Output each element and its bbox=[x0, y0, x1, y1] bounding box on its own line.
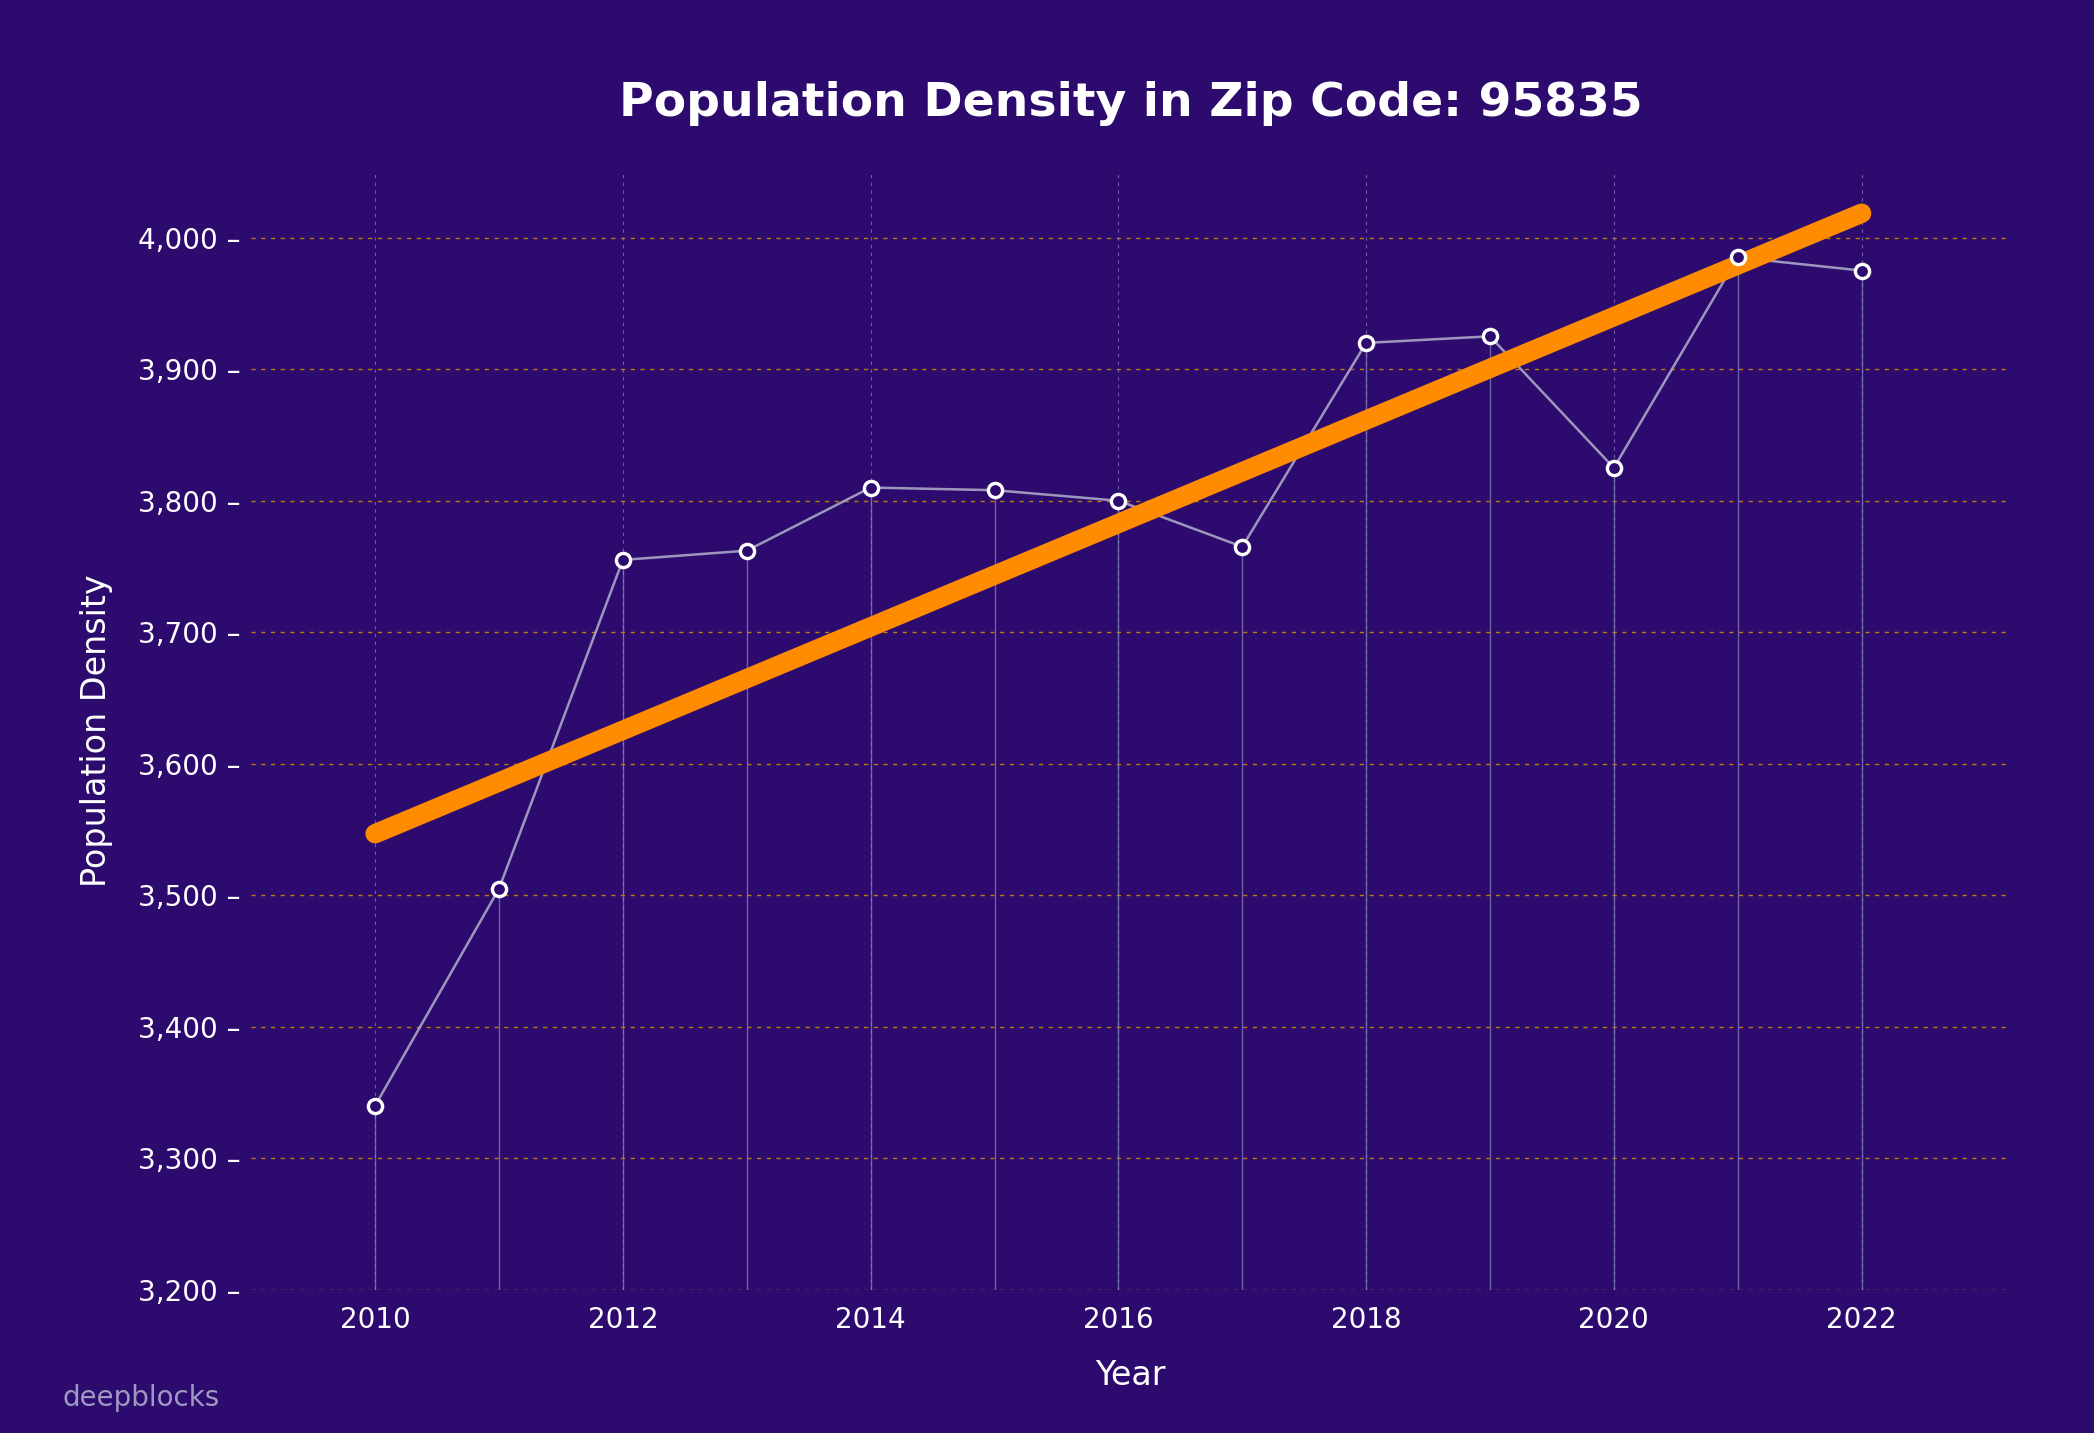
Point bbox=[1225, 536, 1258, 559]
Point bbox=[605, 549, 639, 572]
Point bbox=[482, 877, 515, 900]
Text: deepblocks: deepblocks bbox=[63, 1383, 220, 1412]
Point bbox=[1845, 259, 1878, 282]
Point bbox=[605, 549, 639, 572]
Point bbox=[731, 539, 764, 562]
Point bbox=[1845, 259, 1878, 282]
Title: Population Density in Zip Code: 95835: Population Density in Zip Code: 95835 bbox=[620, 82, 1642, 126]
Point bbox=[358, 1095, 392, 1118]
Point bbox=[1721, 246, 1755, 269]
Y-axis label: Population Density: Population Density bbox=[80, 575, 113, 887]
Point bbox=[1349, 331, 1382, 354]
X-axis label: Year: Year bbox=[1095, 1360, 1166, 1393]
Point bbox=[854, 476, 888, 499]
Point bbox=[482, 877, 515, 900]
Point bbox=[854, 476, 888, 499]
Point bbox=[978, 479, 1011, 502]
Point bbox=[978, 479, 1011, 502]
Point bbox=[1598, 456, 1631, 479]
Point bbox=[358, 1095, 392, 1118]
Point bbox=[1101, 489, 1135, 512]
Point bbox=[1349, 331, 1382, 354]
Point bbox=[1474, 325, 1508, 348]
Point bbox=[1721, 246, 1755, 269]
Point bbox=[731, 539, 764, 562]
Point bbox=[1101, 489, 1135, 512]
Point bbox=[1225, 536, 1258, 559]
Point bbox=[1474, 325, 1508, 348]
Point bbox=[1598, 456, 1631, 479]
